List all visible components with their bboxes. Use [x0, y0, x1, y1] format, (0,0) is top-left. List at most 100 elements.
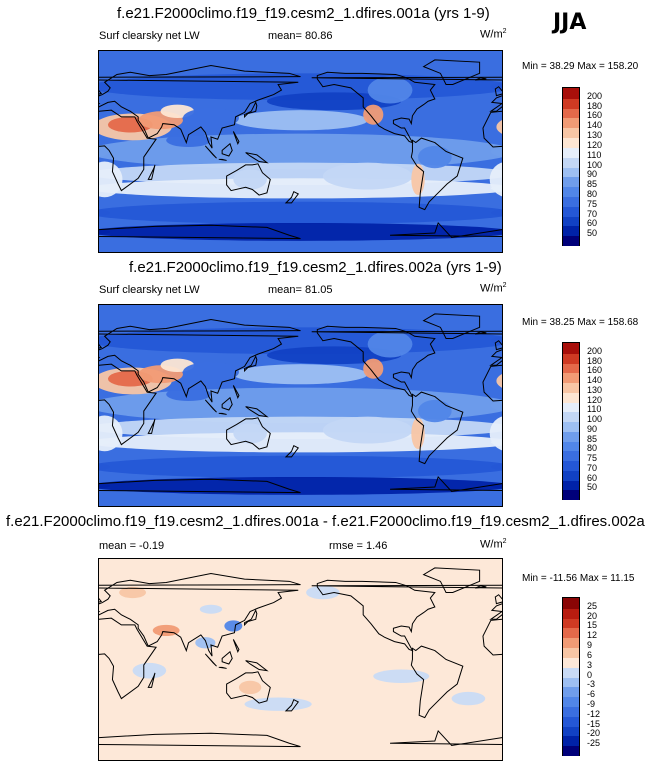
field-region: [99, 178, 502, 199]
colorbar-tick-label: 180: [587, 355, 603, 366]
coastline: [147, 164, 156, 180]
field-region: [418, 145, 452, 169]
colorbar-swatch: [563, 362, 579, 374]
field-region: [266, 92, 402, 111]
coastline: [99, 363, 157, 446]
colorbar-tick-label: 3: [587, 659, 593, 670]
colorbar-swatch: [563, 137, 579, 148]
colorbar-tick-label: 200: [587, 345, 603, 356]
field-region: [490, 463, 502, 471]
colorbar-swatch: [563, 666, 579, 678]
field-region: [132, 662, 167, 679]
field-region: [238, 680, 262, 695]
field-region: [233, 364, 368, 385]
coastline: [99, 617, 157, 700]
field-region: [182, 361, 239, 383]
colorbar-tick-label: 60: [587, 218, 598, 229]
field-region: [233, 423, 267, 444]
panel-1-units-exp: 2: [502, 28, 507, 35]
coastline: [316, 325, 436, 398]
panel-2-colorbar: [562, 342, 580, 500]
field-region: [367, 330, 413, 358]
coastline: [410, 645, 464, 719]
coastline: [410, 137, 464, 211]
colorbar-tick-label: 15: [587, 620, 598, 631]
field-region: [99, 222, 502, 241]
colorbar-swatch: [563, 401, 579, 413]
coastline: [284, 699, 300, 712]
colorbar-tick-label: 130: [587, 384, 603, 395]
colorbar-tick-label: 80: [587, 188, 598, 199]
map-field: [99, 51, 502, 252]
colorbar-tick-label: 50: [587, 228, 598, 239]
coastline: [226, 417, 271, 450]
panel-3-rmse: rmse = 1.46: [329, 540, 388, 552]
colorbar-tick-label: 110: [587, 149, 602, 160]
colorbar-tick-label: 75: [587, 453, 598, 463]
coastline: [390, 222, 502, 239]
field-region: [166, 133, 211, 148]
coastline: [284, 191, 300, 204]
coastline: [244, 101, 258, 119]
field-region: [490, 145, 502, 158]
coastline: [226, 671, 271, 704]
colorbar-swatch: [563, 430, 579, 442]
colorbar-tick-label: 100: [587, 414, 603, 424]
panel-1-map: [98, 50, 503, 253]
coastline: [494, 340, 502, 351]
colorbar-swatch: [563, 696, 579, 707]
colorbar-swatch: [563, 391, 579, 403]
panel-2-variable: Surf clearsky net LW: [99, 284, 200, 296]
field-region: [489, 162, 502, 197]
colorbar-swatch: [563, 705, 579, 717]
coastline: [221, 396, 233, 411]
colorbar-tick-label: 90: [587, 423, 598, 434]
panel-2-units: W/m2: [480, 282, 507, 295]
coastline: [284, 445, 300, 458]
colorbar-swatch: [563, 489, 579, 500]
panel-3-title: f.e21.F2000climo.f19_f19.cesm2_1.dfires.…: [6, 513, 645, 530]
panel-2-map: [98, 304, 503, 507]
colorbar-tick-label: 20: [587, 610, 598, 621]
colorbar-tick-label: 70: [587, 208, 598, 219]
colorbar-tick-label: 100: [587, 159, 603, 170]
season-label: JJA: [553, 10, 587, 35]
colorbar-swatch: [563, 656, 579, 668]
colorbar-swatch: [563, 156, 579, 168]
colorbar-tick-label: 120: [587, 139, 603, 150]
coastline: [99, 224, 301, 240]
colorbar-tick-label: 25: [587, 600, 598, 611]
colorbar-swatch: [563, 607, 579, 619]
coastline: [147, 418, 156, 434]
colorbar-tick-label: 200: [587, 90, 603, 101]
colorbar-tick-label: 110: [587, 404, 602, 415]
colorbar-swatch: [563, 215, 579, 227]
panel-3-units-exp: 2: [502, 538, 507, 545]
colorbar-swatch: [563, 195, 579, 207]
colorbar-swatch: [563, 372, 579, 383]
colorbar-swatch: [563, 411, 579, 422]
coastline: [204, 653, 217, 667]
colorbar-swatch: [563, 647, 579, 658]
field-region: [119, 586, 147, 599]
colorbar-tick-label: 85: [587, 433, 598, 444]
colorbar-tick-label: 80: [587, 443, 598, 454]
coastline: [232, 385, 240, 399]
field-region: [489, 416, 502, 451]
coastline: [99, 573, 301, 657]
colorbar-tick-label: -9: [587, 698, 596, 709]
colorbar-tick-label: 12: [587, 630, 598, 641]
field-region: [99, 455, 502, 479]
panel-1-title: f.e21.F2000climo.f19_f19.cesm2_1.dfires.…: [117, 5, 490, 22]
panel-2-minmax: Min = 38.25 Max = 158.68: [522, 317, 639, 328]
colorbar-swatch: [563, 235, 579, 246]
coastline: [316, 579, 436, 652]
coastline: [218, 412, 227, 415]
field-region: [496, 120, 502, 134]
field-region: [322, 162, 413, 190]
colorbar-tick-label: 90: [587, 169, 598, 180]
field-region: [182, 107, 239, 129]
field-region: [233, 110, 368, 131]
coastline: [245, 152, 269, 164]
field-region: [418, 399, 452, 423]
